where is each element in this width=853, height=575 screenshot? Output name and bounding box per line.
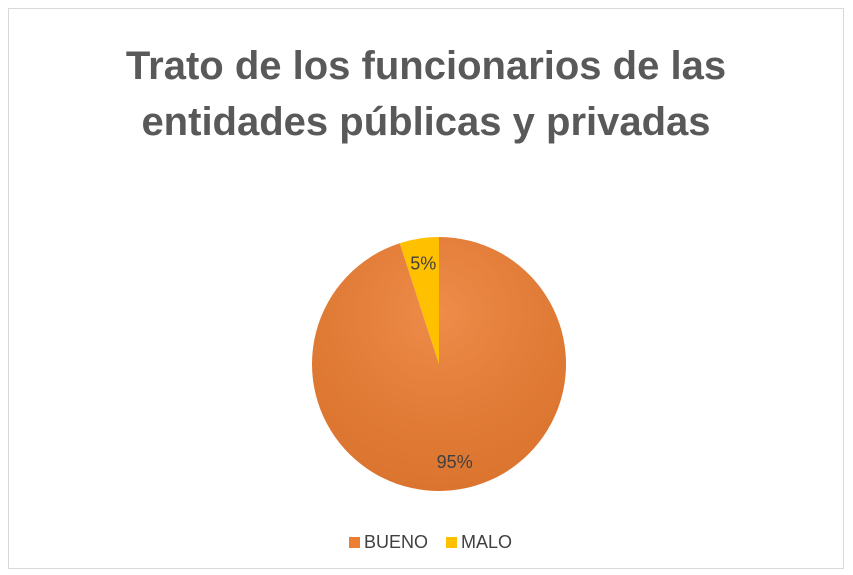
data-label: 95% <box>437 452 473 472</box>
legend-swatch <box>349 537 360 548</box>
legend-label: BUENO <box>364 532 428 552</box>
legend-swatch <box>446 537 458 548</box>
data-label: 5% <box>410 254 436 274</box>
pie-slice <box>399 237 439 364</box>
chart-frame <box>8 8 844 569</box>
chart-title: Trato de los funcionarios de las entidad… <box>125 44 727 144</box>
legend-label: MALO <box>461 532 512 552</box>
